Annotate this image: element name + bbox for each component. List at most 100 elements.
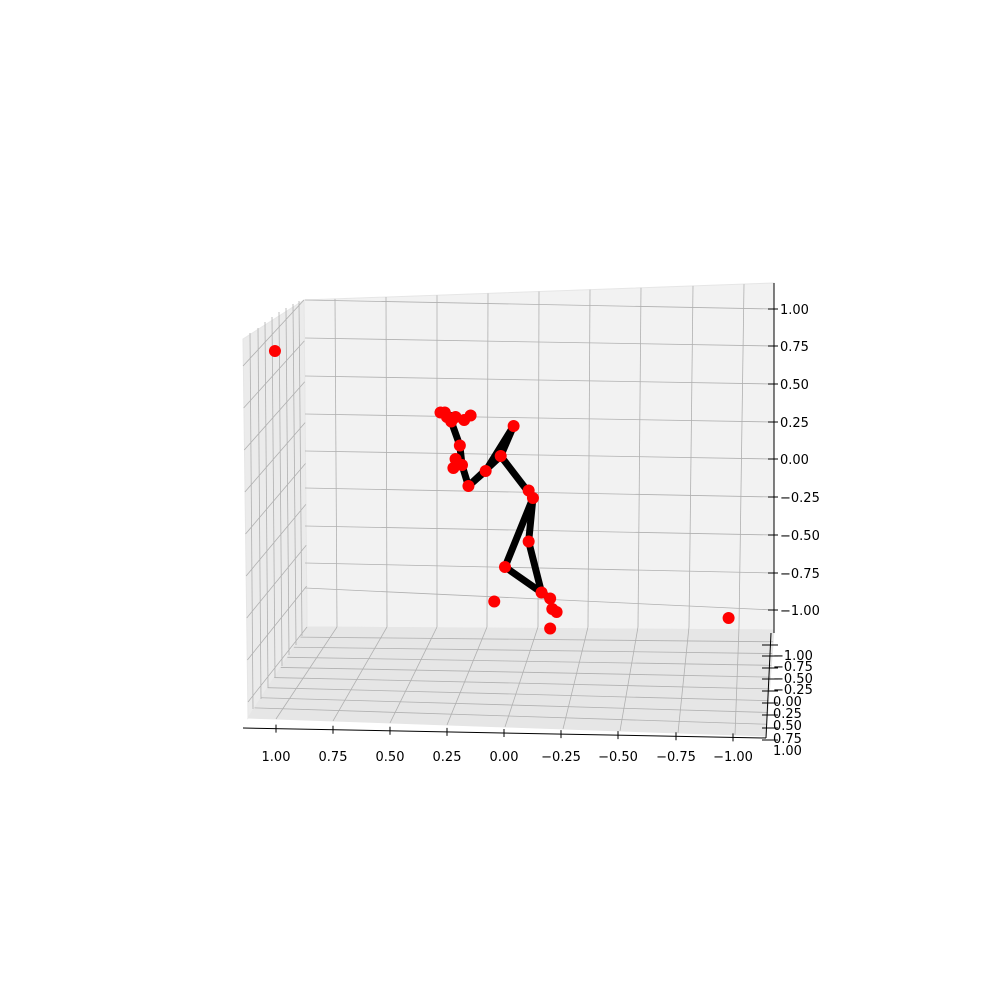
x-tick-label: −0.50	[598, 750, 638, 765]
grid-line-left-horizontal	[247, 626, 308, 703]
joint-p25	[268, 345, 281, 357]
joint-p26	[722, 612, 735, 624]
grid-line-back-horizontal	[304, 562, 775, 574]
grid-line-left-vertical	[249, 332, 254, 710]
x-tick-label: 0.50	[376, 750, 405, 765]
joint-p16	[449, 453, 462, 465]
grid-line-left-vertical	[264, 321, 269, 689]
x-tick-label: −1.00	[713, 750, 753, 765]
grid-line-left-horizontal	[245, 463, 306, 535]
x-tick-label: −0.25	[541, 750, 581, 765]
grid-line-back-vertical	[385, 297, 388, 628]
joint-p15	[453, 439, 466, 452]
grid-line-left-vertical	[271, 316, 276, 678]
grid-line-left-vertical	[292, 303, 297, 646]
grid-line-back-horizontal	[304, 337, 775, 347]
grid-line-back-horizontal	[304, 299, 775, 310]
joint-p12	[479, 465, 492, 477]
grid-line-back-vertical	[334, 298, 338, 628]
grid-line-floor-depth	[504, 626, 539, 728]
y-tick-label: −0.25	[773, 683, 813, 698]
grid-line-back-vertical	[688, 285, 694, 628]
z-tick-label: −0.25	[780, 491, 820, 506]
x-axis-ticks: 1.00 0.75 0.50 0.25 0.00 −0.25 −0.50 −0.75 −1.00	[262, 724, 753, 765]
grid-line-left-vertical	[278, 311, 283, 667]
grid-line-left-horizontal	[247, 585, 307, 661]
x-tick-label: 0.75	[319, 750, 348, 765]
floor-pane	[247, 626, 775, 737]
grid-line-floor-depth	[446, 626, 488, 726]
grid-line-floor-depth	[677, 626, 690, 733]
joint-p10	[550, 606, 563, 618]
bone-p6-p7	[525, 538, 546, 596]
z-tick-label: 0.50	[780, 378, 809, 393]
skeleton-joints	[268, 345, 735, 635]
y-tick-label: −1.00	[773, 649, 813, 664]
grid-line-left-horizontal	[245, 504, 307, 577]
joint-p7	[535, 586, 548, 599]
grid-lines	[242, 284, 775, 735]
grid-line-back-horizontal	[304, 525, 775, 536]
grid-line-left-vertical	[298, 300, 303, 637]
grid-line-floor-width	[300, 636, 774, 643]
y-tick-label: −0.50	[773, 672, 813, 687]
y-tick-label: 0.25	[773, 707, 802, 722]
grid-line-back-horizontal	[304, 487, 775, 498]
y-axis-line	[765, 632, 772, 739]
grid-line-floor-depth	[619, 626, 639, 731]
y-tick-label: 0.75	[773, 732, 802, 747]
grid-line-back-vertical	[587, 289, 591, 628]
grid-line-back-horizontal	[304, 450, 775, 460]
grid-line-floor-depth	[332, 626, 388, 722]
grid-line-back-horizontal	[304, 413, 775, 423]
joint-p8	[544, 592, 557, 605]
z-tick-label: 0.75	[780, 340, 809, 355]
joint-p6	[522, 535, 535, 548]
y-tick-label: −0.75	[773, 660, 813, 675]
grid-line-back-horizontal	[304, 587, 775, 611]
grid-line-back-vertical	[486, 293, 489, 628]
grid-line-floor-width	[267, 687, 769, 702]
grid-line-left-horizontal	[243, 340, 305, 409]
grid-line-left-vertical	[257, 327, 262, 700]
x-tick-label: 0.25	[433, 750, 462, 765]
bone-p3-p4	[501, 494, 537, 571]
y-tick-label: 0.00	[773, 695, 802, 710]
z-tick-label: −1.00	[780, 604, 820, 619]
bone-p0-p12	[482, 422, 518, 475]
y-tick-label: 1.00	[773, 744, 802, 759]
grid-line-left-vertical	[285, 307, 290, 656]
z-tick-label: 0.25	[780, 416, 809, 431]
grid-line-back-horizontal	[304, 375, 775, 385]
grid-line-floor-width	[287, 656, 772, 666]
grid-line-floor-width	[293, 646, 773, 654]
z-tick-label: −0.50	[780, 529, 820, 544]
joint-p3	[526, 492, 539, 504]
grid-line-floor-width	[254, 707, 767, 725]
x-tick-label: −0.75	[656, 750, 696, 765]
x-tick-label: 1.00	[262, 750, 291, 765]
joint-p0	[507, 420, 520, 432]
y-tick-label: 0.50	[773, 719, 802, 734]
grid-line-back-vertical	[738, 284, 745, 628]
z-tick-label: −0.75	[780, 567, 820, 582]
z-tick-label: 0.00	[780, 453, 809, 468]
grid-line-floor-depth	[734, 626, 740, 735]
joint-p22	[434, 406, 447, 419]
z-axis-ticks: 1.00 0.75 0.50 0.25 0.00 −0.25 −0.50 −0.75 −1.00	[768, 303, 820, 619]
y-axis-ticks: −1.00−0.75−0.50−0.250.000.250.500.751.00	[762, 644, 813, 759]
grid-line-floor-width	[280, 667, 771, 678]
grid-line-left-horizontal	[242, 299, 305, 367]
grid-line-floor-depth	[389, 626, 438, 724]
grid-line-left-horizontal	[246, 544, 307, 619]
grid-line-floor-depth	[275, 626, 338, 720]
z-tick-label: 1.00	[780, 303, 809, 318]
joint-p17	[447, 462, 460, 474]
joint-p1	[494, 450, 507, 462]
grid-line-floor-depth	[562, 626, 589, 730]
joint-p24	[458, 414, 471, 426]
joint-p5	[488, 595, 501, 608]
joint-p11	[544, 622, 557, 635]
joint-p13	[462, 480, 475, 492]
